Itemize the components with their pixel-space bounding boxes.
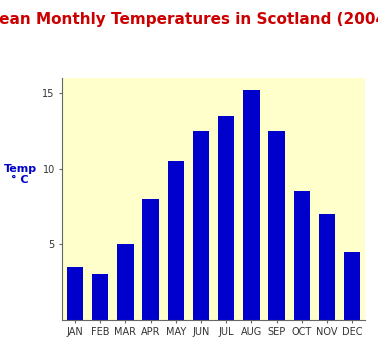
Bar [92, 274, 108, 320]
Bar [294, 191, 310, 320]
Bar [243, 90, 260, 320]
Bar [218, 116, 234, 320]
Bar [193, 131, 209, 320]
Bar [117, 244, 133, 320]
Bar [143, 199, 159, 320]
Text: Mean Monthly Temperatures in Scotland (2004): Mean Monthly Temperatures in Scotland (2… [0, 12, 378, 27]
Text: Temp
° C: Temp ° C [3, 164, 37, 185]
Bar [344, 252, 360, 320]
Bar [319, 214, 335, 320]
Bar [167, 161, 184, 320]
Bar [67, 267, 83, 320]
Bar [268, 131, 285, 320]
